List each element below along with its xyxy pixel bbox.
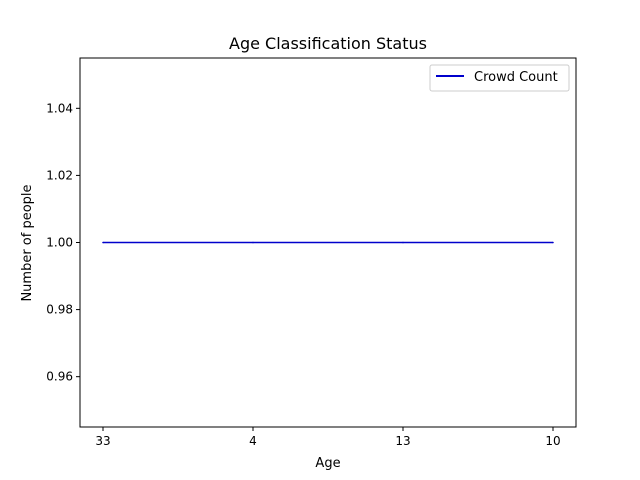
x-tick-label: 10 xyxy=(545,434,560,448)
y-axis-label: Number of people xyxy=(20,184,35,301)
data-point xyxy=(552,241,554,244)
data-point xyxy=(252,241,254,244)
series-layer xyxy=(102,241,554,244)
y-tick-label: 1.00 xyxy=(46,236,73,250)
y-tick-label: 1.02 xyxy=(46,168,73,182)
x-axis: 33 4 13 10 xyxy=(95,427,561,448)
x-axis-label: Age xyxy=(315,456,340,471)
chart-title: Age Classification Status xyxy=(229,34,427,53)
y-tick-label: 0.96 xyxy=(46,370,73,384)
y-tick-label: 0.98 xyxy=(46,303,73,317)
legend: Crowd Count xyxy=(429,64,570,92)
data-point xyxy=(102,241,104,244)
legend-label-crowd-count: Crowd Count xyxy=(474,70,558,85)
x-tick-label: 33 xyxy=(95,434,110,448)
data-point xyxy=(402,241,404,244)
x-tick-label: 13 xyxy=(395,434,410,448)
x-tick-label: 4 xyxy=(249,434,257,448)
y-tick-label: 1.04 xyxy=(46,101,73,115)
legend-box xyxy=(429,64,570,92)
y-axis: 0.96 0.98 1.00 1.02 1.04 xyxy=(46,101,80,384)
